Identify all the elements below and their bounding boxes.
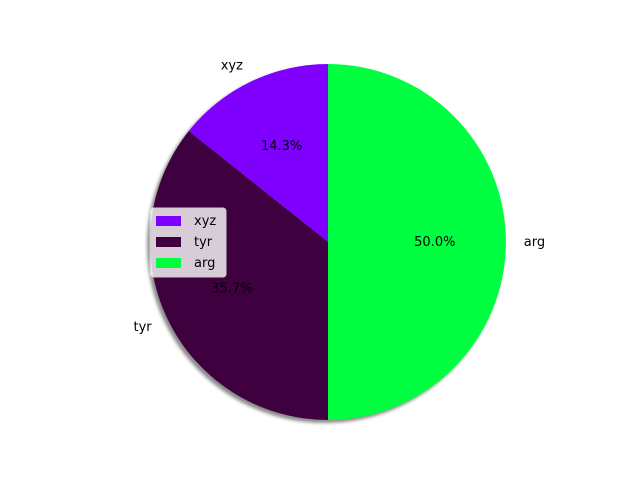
legend-swatch-xyz [156,216,181,226]
pie-slice-arg [328,64,506,420]
pie-slice-layer [150,64,506,420]
legend-label-tyr: tyr [194,235,213,250]
slice-label-arg: arg [524,235,545,250]
legend-swatch-arg [156,258,181,268]
slice-percent-xyz: 14.3% [261,139,302,154]
legend-label-xyz: xyz [194,214,216,229]
pie-slice-xyz [188,64,328,242]
slice-label-tyr: tyr [133,320,152,335]
slice-label-xyz: xyz [221,59,243,74]
slice-percent-arg: 50.0% [414,235,455,250]
legend[interactable]: xyz tyr arg [149,207,227,278]
pie-label-layer: xyz 14.3% tyr 35.7% arg 50.0% [133,59,545,335]
slice-percent-tyr: 35.7% [211,281,252,296]
pie-slice-tyr [150,131,328,420]
legend-swatch-tyr [156,237,181,247]
legend-label-arg: arg [194,256,215,271]
